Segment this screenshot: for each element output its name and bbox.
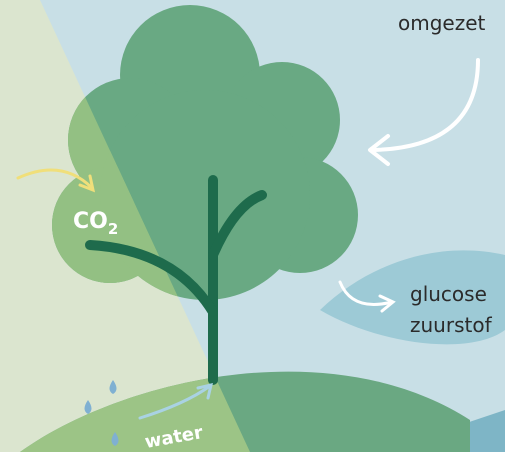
label-oxygen: zuurstof [410,313,493,337]
label-glucose: glucose [410,282,487,306]
co2-main: CO [73,209,108,234]
co2-subscript: 2 [108,220,118,238]
illustration: omgezet CO2 glucose zuurstof water [0,0,505,452]
label-converted: omgezet [398,11,486,35]
page: {"labels": {"converted": "omgezet", "co2… [0,0,505,452]
